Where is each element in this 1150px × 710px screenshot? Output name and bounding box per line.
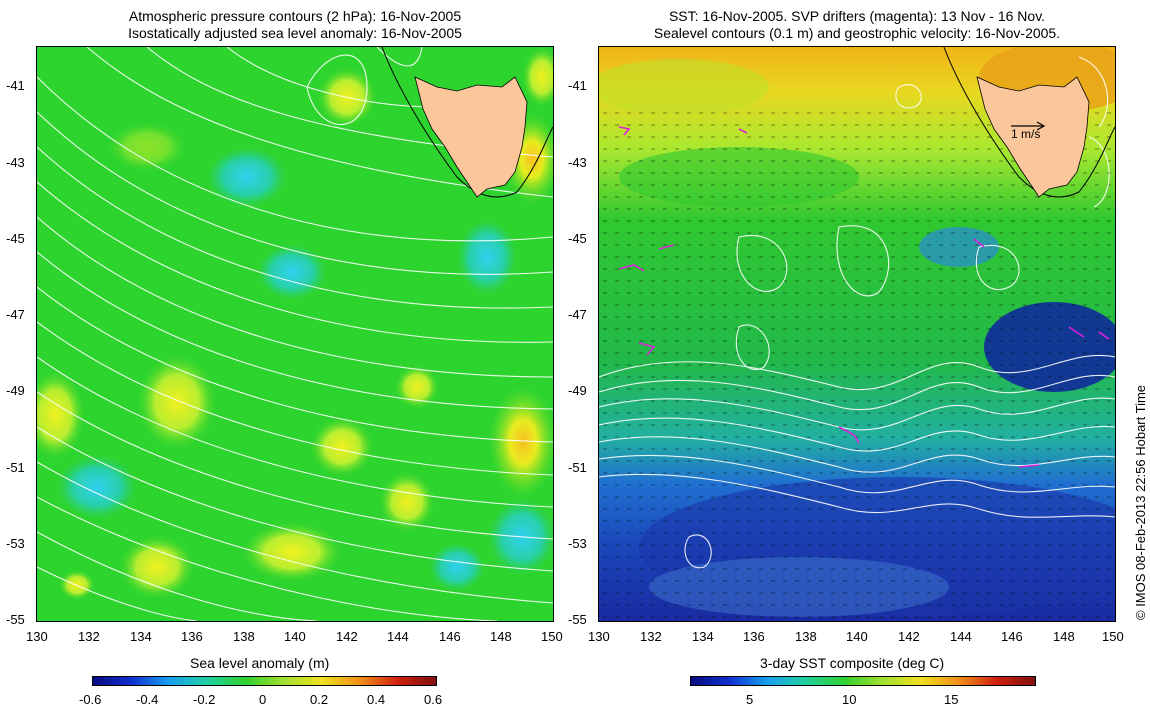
right-colorbar-label: 3-day SST composite (deg C) [760, 655, 945, 671]
right-map-title: SST: 16-Nov-2005. SVP drifters (magenta)… [598, 8, 1116, 42]
right-map-panel: 1 m/s [598, 46, 1116, 622]
right-lat-tick: -45 [568, 231, 587, 246]
left-lon-tick: 136 [181, 629, 203, 644]
right-colorbar-tick: 15 [944, 692, 959, 707]
left-lat-tick: -41 [6, 78, 25, 93]
right-colorbar-tick: 10 [842, 692, 857, 707]
right-lon-tick: 134 [692, 629, 714, 644]
right-title-line1: SST: 16-Nov-2005. SVP drifters (magenta)… [668, 8, 1046, 24]
left-title-line2: Isostatically adjusted sea level anomaly… [128, 25, 462, 41]
right-lon-tick: 142 [898, 629, 920, 644]
left-title-line1: Atmospheric pressure contours (2 hPa): 1… [128, 8, 462, 24]
right-title-line2: Sealevel contours (0.1 m) and geostrophi… [653, 25, 1061, 41]
left-lat-tick: -55 [6, 612, 25, 627]
right-lat-tick: -49 [568, 383, 587, 398]
left-colorbar-tick: 0 [259, 692, 267, 707]
right-lon-tick: 150 [1102, 629, 1124, 644]
left-colorbar-tick: -0.6 [79, 692, 102, 707]
right-lat-tick: -53 [568, 536, 587, 551]
left-lon-tick: 140 [284, 629, 306, 644]
svp-drifter-tracks [618, 126, 1110, 468]
right-lat-tick: -41 [568, 78, 587, 93]
left-lat-tick: -51 [6, 460, 25, 475]
right-lat-tick: -43 [568, 155, 587, 170]
geostrophic-velocity-vectors [599, 107, 1115, 621]
left-map-title: Atmospheric pressure contours (2 hPa): 1… [37, 8, 553, 42]
left-lon-tick: 144 [387, 629, 409, 644]
left-lon-tick: 132 [78, 629, 100, 644]
left-colorbar-tick: 0.4 [367, 692, 386, 707]
left-colorbar [92, 676, 437, 686]
right-lon-tick: 148 [1053, 629, 1075, 644]
left-lon-tick: 148 [490, 629, 512, 644]
sea-level-anomaly-blobs [37, 47, 553, 600]
sealevel-contours [599, 56, 1115, 569]
left-lat-tick: -53 [6, 536, 25, 551]
left-lon-tick: 146 [439, 629, 461, 644]
left-lat-tick: -45 [6, 231, 25, 246]
left-map-svg [37, 47, 553, 621]
left-colorbar-label: Sea level anomaly (m) [190, 655, 330, 671]
tasmania-land [976, 76, 1090, 198]
copyright-notice: © IMOS 08-Feb-2013 22:56 Hobart Time [1133, 384, 1148, 620]
left-colorbar-tick: 0.6 [424, 692, 443, 707]
left-lon-tick: 142 [336, 629, 358, 644]
left-colorbar-tick: -0.4 [136, 692, 159, 707]
right-lon-tick: 140 [846, 629, 868, 644]
right-lon-tick: 138 [795, 629, 817, 644]
velocity-scale-label: 1 m/s [1011, 127, 1041, 141]
velocity-scale-arrow [1011, 121, 1046, 131]
right-lon-tick: 130 [588, 629, 610, 644]
left-lat-tick: -47 [6, 307, 25, 322]
left-lon-tick: 130 [26, 629, 48, 644]
right-lon-tick: 146 [1001, 629, 1023, 644]
left-lat-tick: -43 [6, 155, 25, 170]
right-lat-tick: -47 [568, 307, 587, 322]
tasmania-land [414, 76, 528, 198]
right-lat-tick: -51 [568, 460, 587, 475]
right-map-svg [599, 47, 1115, 621]
right-colorbar [690, 676, 1036, 686]
left-lon-tick: 150 [541, 629, 563, 644]
right-lon-tick: 144 [950, 629, 972, 644]
right-colorbar-tick: 5 [746, 692, 754, 707]
left-map-panel [36, 46, 554, 622]
left-lon-tick: 134 [130, 629, 152, 644]
left-colorbar-tick: -0.2 [193, 692, 216, 707]
left-colorbar-tick: 0.2 [310, 692, 329, 707]
right-lon-tick: 132 [640, 629, 662, 644]
right-lat-tick: -55 [568, 612, 587, 627]
left-lat-tick: -49 [6, 383, 25, 398]
left-lon-tick: 138 [233, 629, 255, 644]
right-lon-tick: 136 [743, 629, 765, 644]
pressure-contours [37, 47, 553, 621]
